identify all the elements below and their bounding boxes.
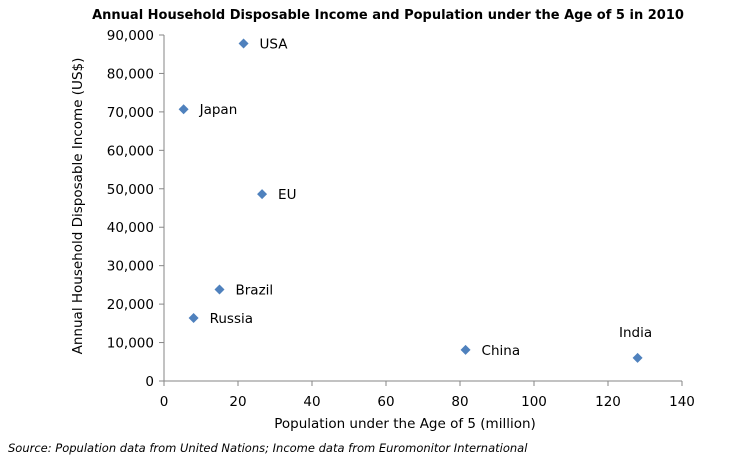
y-axis: 0 10,000 20,000 30,000 40,000 50,000 60,000 70,…	[107, 28, 165, 390]
x-tick-label: 20	[229, 394, 246, 410]
data-point-marker	[632, 352, 643, 363]
y-axis-title: Annual Household Disposable Income (US$)	[70, 58, 86, 355]
y-tick-label: 30,000	[107, 259, 154, 275]
x-tick-label: 40	[303, 394, 320, 410]
y-tick-label: 60,000	[107, 143, 154, 159]
x-tick-label: 100	[521, 394, 547, 410]
y-tick-label: 80,000	[107, 66, 154, 82]
data-point-label: China	[482, 343, 521, 359]
data-point-label: Russia	[210, 311, 253, 327]
data-point-label: EU	[278, 187, 296, 203]
data-point-label: USA	[260, 36, 289, 52]
data-point-marker	[214, 284, 225, 295]
data-point-label: Japan	[199, 102, 238, 118]
data-point-label: India	[619, 325, 652, 341]
data-points: USA Japan EU Brazil Russia China India	[178, 36, 652, 363]
x-axis: 0 20 40 60 80 100 120 140	[160, 380, 695, 410]
y-tick-label: 90,000	[107, 28, 154, 44]
x-tick-label: 80	[451, 394, 468, 410]
data-point-marker	[460, 344, 471, 355]
x-tick-label: 0	[160, 394, 169, 410]
data-point-marker	[238, 38, 249, 49]
y-tick-label: 0	[145, 374, 154, 390]
y-tick-label: 70,000	[107, 105, 154, 121]
y-tick-label: 50,000	[107, 182, 154, 198]
x-axis-title: Population under the Age of 5 (million)	[274, 416, 536, 432]
y-tick-label: 40,000	[107, 220, 154, 236]
chart-title: Annual Household Disposable Income and P…	[92, 8, 684, 23]
data-point-marker	[188, 312, 199, 323]
data-point-marker	[257, 189, 268, 200]
y-tick-label: 20,000	[107, 297, 154, 313]
y-tick-label: 10,000	[107, 336, 154, 352]
data-point-marker	[178, 104, 189, 115]
source-note: Source: Population data from United Nati…	[8, 441, 528, 455]
scatter-chart: Annual Household Disposable Income and P…	[70, 8, 695, 432]
x-tick-label: 140	[669, 394, 695, 410]
x-tick-label: 120	[595, 394, 621, 410]
data-point-label: Brazil	[236, 283, 274, 299]
x-tick-label: 60	[377, 394, 394, 410]
